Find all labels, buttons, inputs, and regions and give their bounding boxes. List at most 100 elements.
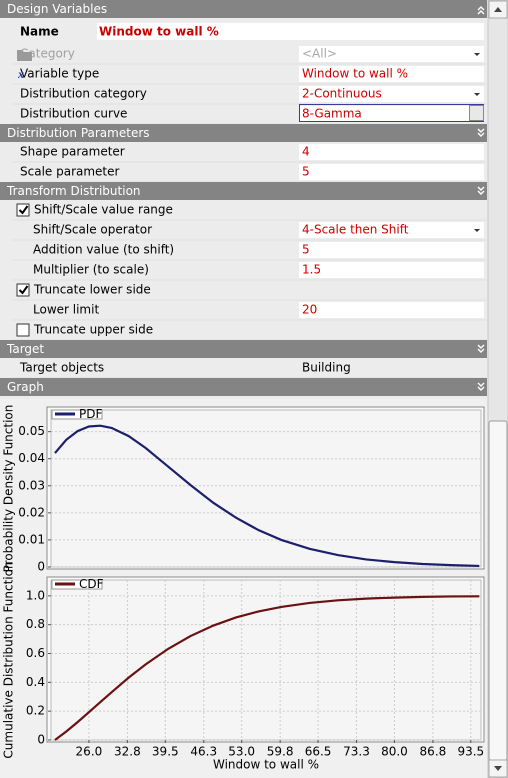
legend-label: PDF bbox=[79, 407, 102, 421]
x-axis-title: Window to wall % bbox=[213, 758, 319, 772]
y-axis-title: Cumulative Distribution Function bbox=[2, 561, 16, 758]
row-label: Distribution category bbox=[20, 87, 147, 101]
value-field[interactable] bbox=[299, 86, 484, 102]
section-header bbox=[0, 378, 487, 396]
series-line bbox=[54, 424, 480, 568]
x-tick-label: 93.5 bbox=[457, 745, 484, 759]
x-tick-label: 53.0 bbox=[228, 745, 255, 759]
name-value: Window to wall % bbox=[99, 25, 219, 39]
section-header bbox=[0, 182, 487, 200]
value-field[interactable] bbox=[299, 222, 484, 238]
y-tick-label: 0.2 bbox=[26, 704, 45, 718]
x-tick-label: 86.8 bbox=[420, 745, 447, 759]
name-label: Name bbox=[20, 25, 59, 39]
row-value: 5 bbox=[302, 165, 310, 179]
value-field[interactable] bbox=[299, 164, 484, 180]
row-value: 4 bbox=[302, 145, 310, 159]
checkbox[interactable] bbox=[16, 323, 30, 337]
x-tick-label: 32.8 bbox=[114, 745, 141, 759]
section-title: Target bbox=[6, 342, 44, 356]
y-tick-label: 0.05 bbox=[18, 424, 45, 438]
y-tick-label: 0 bbox=[37, 560, 45, 574]
value-field[interactable] bbox=[299, 106, 484, 122]
row-value: <All> bbox=[302, 47, 337, 61]
row-value: 4-Scale then Shift bbox=[302, 223, 409, 237]
value-field[interactable] bbox=[299, 262, 484, 278]
checkmark bbox=[18, 205, 29, 215]
collapse-chevron[interactable] bbox=[477, 128, 485, 137]
dropdown-button[interactable] bbox=[469, 105, 484, 121]
y-tick-label: 0.4 bbox=[26, 675, 45, 689]
legend-box bbox=[51, 579, 103, 590]
x-tick-label: 39.5 bbox=[152, 745, 179, 759]
row-label: Addition value (to shift) bbox=[33, 243, 174, 257]
row-label: Multiplier (to scale) bbox=[33, 263, 149, 277]
row-label: Category bbox=[20, 47, 75, 61]
value-field[interactable] bbox=[299, 242, 484, 258]
y-tick-label: 0.04 bbox=[18, 451, 45, 465]
x-tick-label: 73.3 bbox=[343, 745, 370, 759]
section-header bbox=[0, 340, 487, 358]
dropdown-arrow[interactable] bbox=[474, 53, 480, 56]
dropdown-arrow[interactable] bbox=[474, 229, 480, 232]
y-tick-label: 1.0 bbox=[26, 588, 45, 602]
y-tick-label: 0.6 bbox=[26, 646, 45, 660]
row-value: 5 bbox=[302, 243, 310, 257]
row-label: Lower limit bbox=[33, 303, 99, 317]
y-tick-label: 0 bbox=[37, 733, 45, 747]
row-value: Window to wall % bbox=[302, 67, 408, 81]
x-tick-label: 26.0 bbox=[76, 745, 103, 759]
collapse-chevron[interactable] bbox=[477, 382, 485, 391]
row-value: 2-Continuous bbox=[302, 87, 382, 101]
row-value: 20 bbox=[302, 303, 317, 317]
collapse-chevron[interactable] bbox=[477, 186, 485, 195]
checkbox-label: Shift/Scale value range bbox=[34, 203, 173, 217]
row-value: Building bbox=[302, 361, 351, 375]
folder-icon bbox=[17, 50, 32, 61]
property-rows: Design Variables Name Window to wall % Cate… bbox=[0, 0, 487, 396]
row-label: Shift/Scale operator bbox=[33, 223, 152, 237]
plot-area bbox=[50, 409, 482, 568]
legend-box bbox=[51, 409, 103, 420]
row-label: Variable type bbox=[20, 67, 99, 81]
row-label: Distribution curve bbox=[20, 107, 127, 121]
row-label: Target objects bbox=[19, 361, 104, 375]
section-title: Graph bbox=[7, 380, 44, 394]
value-field[interactable] bbox=[299, 66, 484, 82]
collapse-chevron[interactable] bbox=[477, 344, 485, 353]
section-title: Distribution Parameters bbox=[7, 126, 150, 140]
value-field[interactable] bbox=[299, 144, 484, 160]
x-tick-label: 80.0 bbox=[381, 745, 408, 759]
row-value: 1.5 bbox=[302, 263, 321, 277]
scroll-down-arrow bbox=[494, 766, 502, 771]
y-tick-label: 0.02 bbox=[18, 505, 45, 519]
checkbox-label: Truncate lower side bbox=[33, 283, 151, 297]
y-axis-title: Probability Density Function bbox=[2, 405, 16, 573]
row-label: Shape parameter bbox=[20, 145, 125, 159]
y-tick-label: 0.01 bbox=[18, 532, 45, 546]
name-field[interactable] bbox=[97, 23, 484, 40]
x-tick-label: 59.8 bbox=[267, 745, 294, 759]
variable-icon: x bbox=[17, 67, 24, 81]
section-title: Transform Distribution bbox=[6, 184, 141, 198]
y-tick-label: 0.8 bbox=[26, 617, 45, 631]
value-field[interactable] bbox=[299, 46, 484, 62]
scroll-up-arrow bbox=[494, 7, 502, 12]
plot-area bbox=[50, 579, 482, 741]
checkmark bbox=[18, 285, 29, 295]
x-tick-label: 66.5 bbox=[305, 745, 332, 759]
x-tick-label: 46.3 bbox=[190, 745, 217, 759]
section-title: Design Variables bbox=[7, 2, 107, 16]
scroll-thumb[interactable] bbox=[488, 420, 508, 761]
checkbox-label: Truncate upper side bbox=[33, 323, 153, 337]
y-tick-label: 0.03 bbox=[18, 478, 45, 492]
row-value: 8-Gamma bbox=[302, 107, 362, 121]
series-line bbox=[54, 595, 480, 741]
value-field[interactable] bbox=[299, 302, 484, 318]
row-label: Scale parameter bbox=[20, 165, 120, 179]
dropdown-arrow[interactable] bbox=[474, 93, 480, 96]
graph-panel: 0 0.01 0.02 0.03 0.04 0.05 PDF Probability Dens… bbox=[0, 399, 487, 778]
collapse-chevron[interactable] bbox=[477, 6, 485, 15]
